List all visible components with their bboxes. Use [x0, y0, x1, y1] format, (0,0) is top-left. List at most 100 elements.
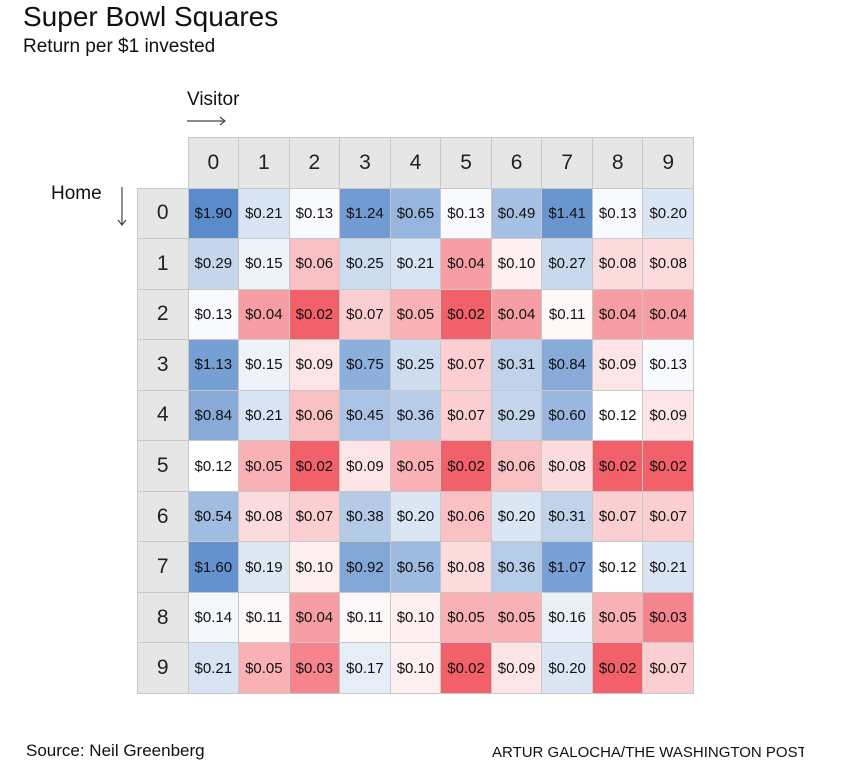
row-header-1: 1 — [137, 238, 189, 290]
heatmap-cell-6-4: $0.20 — [389, 490, 442, 543]
x-axis-label: Visitor — [187, 89, 240, 110]
down-arrow-icon — [117, 187, 127, 226]
heatmap-cell-7-1: $0.19 — [238, 541, 290, 593]
y-axis-label: Home — [51, 183, 102, 204]
heatmap-cell-8-9: $0.03 — [642, 591, 694, 644]
heatmap-cell-7-6: $0.36 — [490, 541, 543, 593]
heatmap-cell-3-8: $0.09 — [591, 339, 644, 391]
heatmap-cell-6-9: $0.07 — [642, 490, 694, 543]
heatmap-cell-0-4: $0.65 — [389, 187, 442, 240]
heatmap-cell-0-5: $0.13 — [440, 187, 492, 240]
heatmap-cell-9-3: $0.17 — [339, 642, 391, 694]
chart-title: Super Bowl Squares — [23, 1, 279, 32]
heatmap-cell-2-5: $0.02 — [440, 288, 492, 341]
heatmap-cell-5-0: $0.12 — [187, 440, 240, 492]
heatmap-cell-6-5: $0.06 — [440, 490, 492, 543]
row-header-4: 4 — [137, 389, 189, 442]
col-header-9: 9 — [642, 137, 694, 189]
heatmap-cell-6-0: $0.54 — [187, 490, 240, 543]
col-header-8: 8 — [591, 137, 644, 189]
row-header-7: 7 — [137, 541, 189, 593]
heatmap-cell-5-1: $0.05 — [238, 440, 290, 492]
heatmap-cell-3-6: $0.31 — [490, 339, 543, 391]
heatmap-cell-4-9: $0.09 — [642, 389, 694, 442]
heatmap-cell-2-7: $0.11 — [541, 288, 593, 341]
heatmap-cell-5-3: $0.09 — [339, 440, 391, 492]
heatmap-cell-4-3: $0.45 — [339, 389, 391, 442]
heatmap-cell-2-4: $0.05 — [389, 288, 442, 341]
heatmap-cell-9-1: $0.05 — [238, 642, 290, 694]
heatmap-cell-2-0: $0.13 — [187, 288, 240, 341]
heatmap-cell-3-9: $0.13 — [642, 339, 694, 391]
col-header-5: 5 — [440, 137, 492, 189]
heatmap-cell-9-2: $0.03 — [288, 642, 341, 694]
heatmap-cell-0-3: $1.24 — [339, 187, 391, 240]
heatmap-cell-7-8: $0.12 — [591, 541, 644, 593]
heatmap-cell-9-0: $0.21 — [187, 642, 240, 694]
heatmap-cell-6-1: $0.08 — [238, 490, 290, 543]
heatmap-cell-1-7: $0.27 — [541, 238, 593, 290]
col-header-1: 1 — [238, 137, 290, 189]
heatmap-cell-5-2: $0.02 — [288, 440, 341, 492]
heatmap-cell-1-9: $0.08 — [642, 238, 694, 290]
row-header-6: 6 — [137, 490, 189, 543]
row-header-3: 3 — [137, 339, 189, 391]
heatmap-cell-8-1: $0.11 — [238, 591, 290, 644]
heatmap-cell-0-2: $0.13 — [288, 187, 341, 240]
heatmap-cell-7-7: $1.07 — [541, 541, 593, 593]
heatmap-cell-3-3: $0.75 — [339, 339, 391, 391]
heatmap-cell-1-8: $0.08 — [591, 238, 644, 290]
heatmap-cell-6-2: $0.07 — [288, 490, 341, 543]
heatmap-cell-1-0: $0.29 — [187, 238, 240, 290]
heatmap-cell-7-2: $0.10 — [288, 541, 341, 593]
chart-subtitle: Return per $1 invested — [23, 36, 216, 57]
col-header-2: 2 — [288, 137, 341, 189]
source-note: Source: Neil Greenberg — [26, 741, 205, 760]
heatmap-cell-4-5: $0.07 — [440, 389, 492, 442]
row-header-8: 8 — [137, 591, 189, 644]
col-header-3: 3 — [339, 137, 391, 189]
credit-line: ARTUR GALOCHA/THE WASHINGTON POST — [492, 744, 804, 761]
heatmap-cell-7-5: $0.08 — [440, 541, 492, 593]
heatmap-cell-5-8: $0.02 — [591, 440, 644, 492]
heatmap-cell-0-6: $0.49 — [490, 187, 543, 240]
right-arrow-icon — [187, 116, 226, 126]
col-header-0: 0 — [187, 137, 240, 189]
heatmap-cell-1-4: $0.21 — [389, 238, 442, 290]
heatmap-cell-9-8: $0.02 — [591, 642, 644, 694]
heatmap-cell-0-8: $0.13 — [591, 187, 644, 240]
heatmap-cell-9-4: $0.10 — [389, 642, 442, 694]
heatmap-cell-2-1: $0.04 — [238, 288, 290, 341]
heatmap-cell-3-0: $1.13 — [187, 339, 240, 391]
heatmap-cell-2-3: $0.07 — [339, 288, 391, 341]
row-header-9: 9 — [137, 642, 189, 694]
heatmap-cell-7-3: $0.92 — [339, 541, 391, 593]
heatmap-cell-8-7: $0.16 — [541, 591, 593, 644]
heatmap-cell-2-8: $0.04 — [591, 288, 644, 341]
heatmap-cell-5-4: $0.05 — [389, 440, 442, 492]
heatmap-cell-0-9: $0.20 — [642, 187, 694, 240]
heatmap-cell-4-4: $0.36 — [389, 389, 442, 442]
heatmap-cell-8-2: $0.04 — [288, 591, 341, 644]
col-header-6: 6 — [490, 137, 543, 189]
col-header-4: 4 — [389, 137, 442, 189]
heatmap-cell-4-8: $0.12 — [591, 389, 644, 442]
heatmap-cell-4-0: $0.84 — [187, 389, 240, 442]
heatmap-cell-3-7: $0.84 — [541, 339, 593, 391]
heatmap-cell-2-6: $0.04 — [490, 288, 543, 341]
heatmap-cell-9-9: $0.07 — [642, 642, 694, 694]
heatmap-cell-8-0: $0.14 — [187, 591, 240, 644]
heatmap-cell-4-6: $0.29 — [490, 389, 543, 442]
row-header-2: 2 — [137, 288, 189, 341]
heatmap-cell-3-1: $0.15 — [238, 339, 290, 391]
heatmap-cell-0-0: $1.90 — [187, 187, 240, 240]
heatmap-cell-1-3: $0.25 — [339, 238, 391, 290]
heatmap-cell-4-7: $0.60 — [541, 389, 593, 442]
heatmap-cell-9-6: $0.09 — [490, 642, 543, 694]
heatmap-cell-8-3: $0.11 — [339, 591, 391, 644]
heatmap-cell-2-2: $0.02 — [288, 288, 341, 341]
col-header-7: 7 — [541, 137, 593, 189]
heatmap-cell-7-4: $0.56 — [389, 541, 442, 593]
heatmap-cell-7-0: $1.60 — [187, 541, 240, 593]
heatmap-cell-5-7: $0.08 — [541, 440, 593, 492]
